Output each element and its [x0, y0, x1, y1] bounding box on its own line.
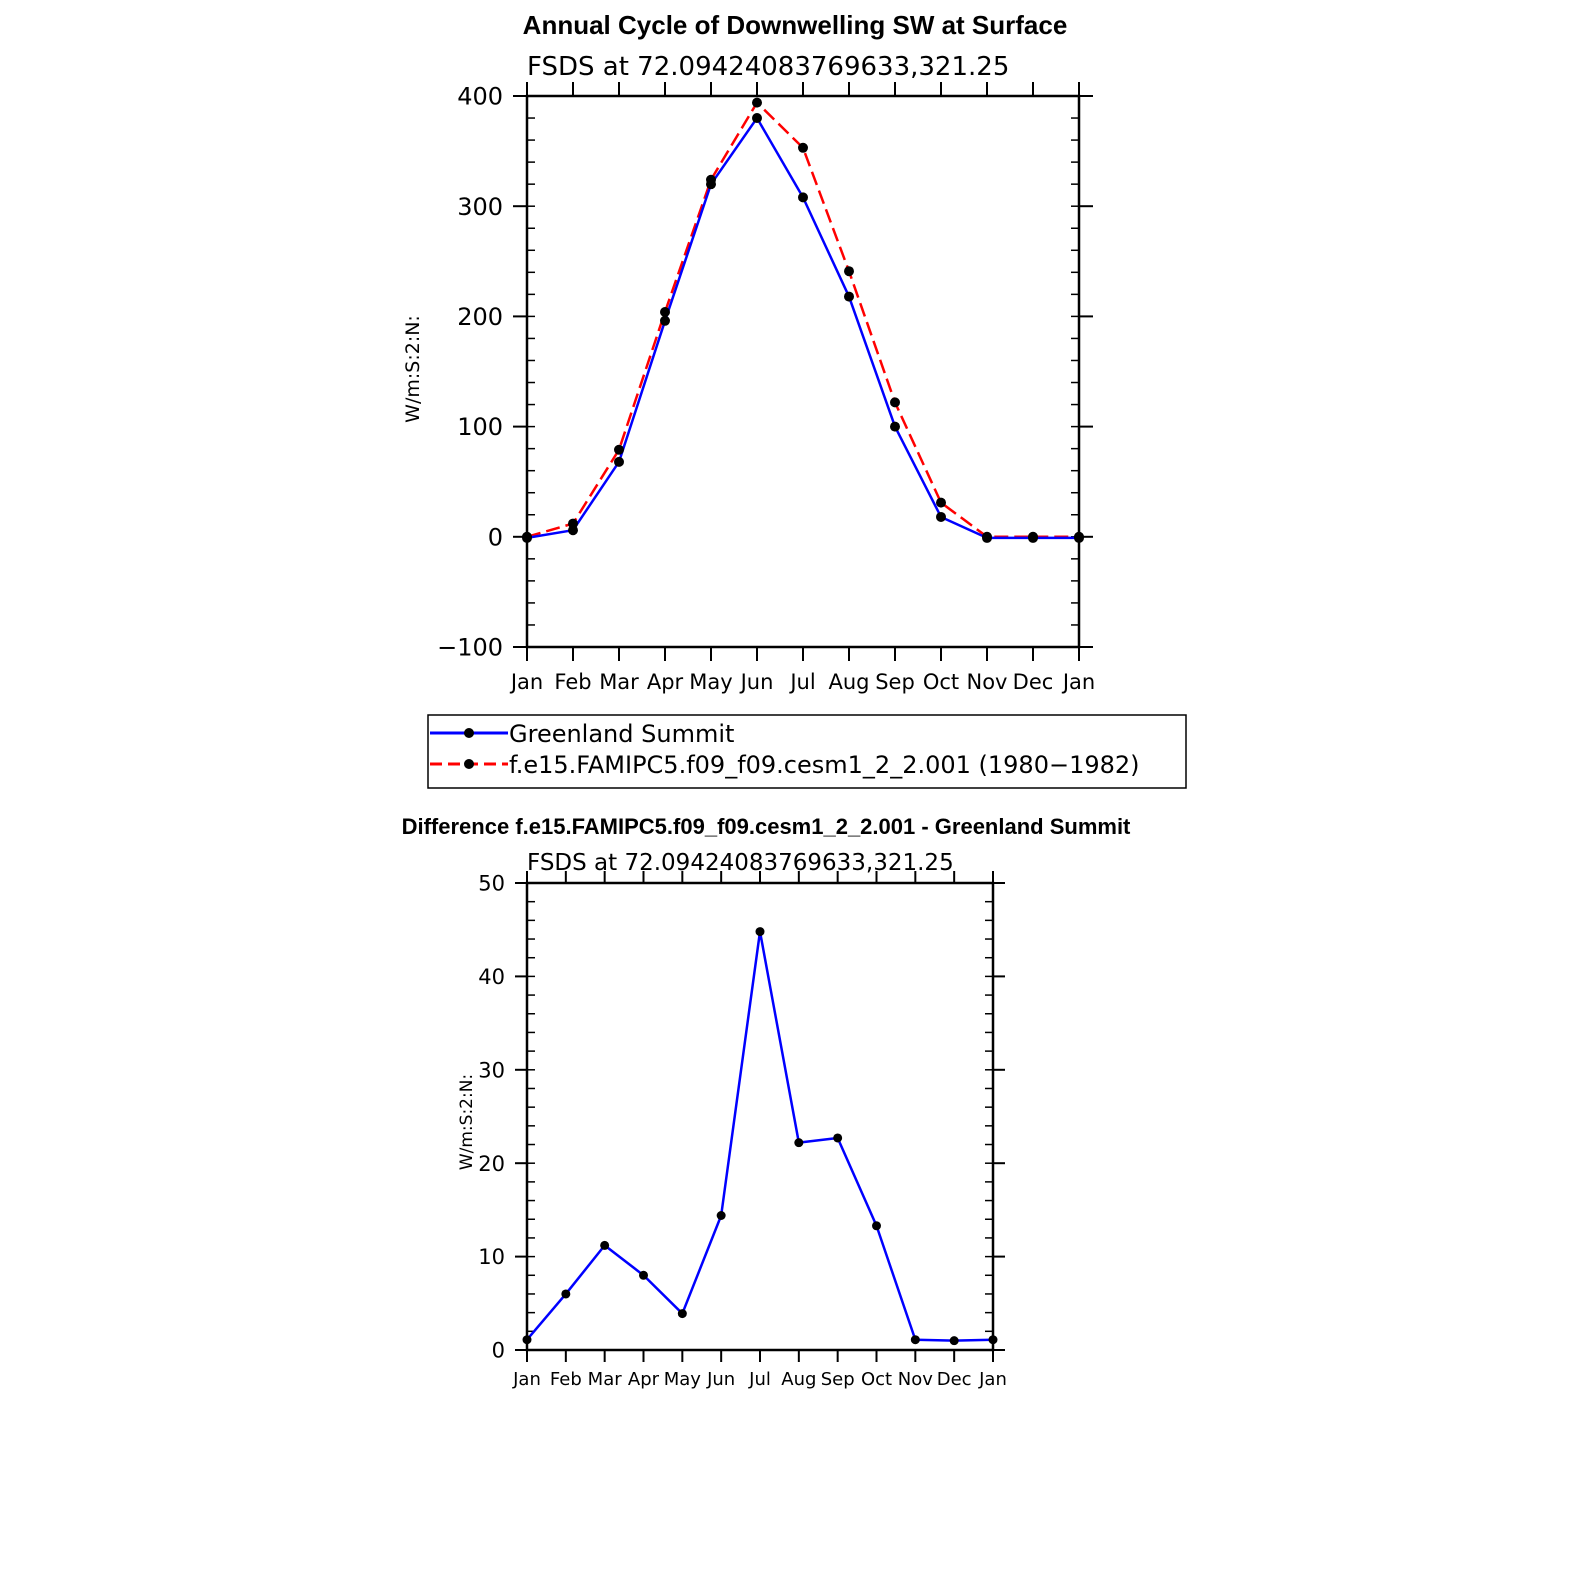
data-point	[522, 1335, 532, 1345]
data-point	[639, 1270, 648, 1280]
x-tick-label: Jun	[739, 670, 774, 694]
legend-marker	[464, 728, 474, 738]
legend: Greenland Summit f.e15.FAMIPC5.f09_f09.ce…	[427, 714, 1187, 789]
chart-subtitle: FSDS at 72.09424083769633,321.25	[527, 52, 1009, 82]
series-line	[526, 116, 1079, 540]
x-tick-label: Aug	[781, 1369, 816, 1390]
plot-area: Jan Feb Mar Apr May Jun Jul Aug Sep Oct Nov Dec Jan−…	[437, 82, 1095, 694]
data-point	[600, 1240, 610, 1250]
x-tick-label: Apr	[647, 670, 684, 694]
y-axis-label: W/m:S:2:N:	[402, 315, 424, 423]
plot-frame	[525, 881, 995, 1352]
y-tick-label: 50	[478, 872, 505, 896]
y-tick-label: 10	[478, 1245, 505, 1269]
series-line	[526, 930, 994, 1342]
data-point	[660, 306, 670, 317]
data-point	[752, 113, 762, 124]
plot-frame	[525, 94, 1081, 649]
legend-marker	[464, 759, 474, 769]
x-tick-label: Sep	[875, 670, 915, 694]
y-tick-label: 30	[478, 1058, 505, 1082]
x-tick-label: Jan	[978, 1369, 1007, 1390]
y-tick-label: 400	[457, 83, 503, 111]
data-point	[755, 927, 765, 937]
data-point	[936, 497, 946, 508]
x-tick-label: Aug	[828, 670, 869, 694]
x-tick-label: Oct	[861, 1369, 892, 1390]
data-point	[522, 531, 532, 542]
data-point	[561, 1289, 571, 1299]
data-point	[706, 174, 716, 185]
x-tick-label: Oct	[923, 670, 959, 694]
x-tick-label: May	[664, 1369, 702, 1390]
data-point	[614, 456, 624, 467]
y-tick-label: 40	[478, 965, 505, 989]
x-tick-label: Mar	[599, 670, 639, 694]
data-point	[844, 291, 854, 302]
data-point	[982, 531, 992, 542]
x-tick-label: Jan	[512, 1369, 541, 1390]
annual-cycle-chart: Annual Cycle of Downwelling SW at Surfac…	[402, 10, 1187, 789]
data-point	[660, 315, 670, 326]
data-point	[752, 97, 762, 108]
data-point	[1028, 531, 1038, 542]
data-point	[890, 421, 900, 432]
data-point	[910, 1335, 920, 1345]
data-point	[936, 511, 946, 522]
y-tick-label: −100	[437, 634, 503, 662]
x-tick-label: Dec	[937, 1369, 972, 1390]
series-line	[526, 101, 1079, 539]
chart-title: Annual Cycle of Downwelling SW at Surfac…	[523, 10, 1068, 40]
data-point	[872, 1221, 881, 1231]
data-point	[844, 266, 854, 277]
data-point	[798, 142, 808, 153]
data-point	[833, 1133, 843, 1143]
x-tick-label: Jul	[788, 670, 815, 694]
data-point	[1074, 531, 1084, 542]
legend-label: Greenland Summit	[509, 720, 734, 748]
x-tick-label: Feb	[554, 670, 591, 694]
y-tick-label: 20	[478, 1152, 505, 1176]
data-point	[677, 1309, 687, 1319]
x-tick-label: Feb	[550, 1369, 582, 1390]
data-point	[614, 444, 624, 455]
x-tick-label: Jan	[1061, 670, 1095, 694]
data-point	[716, 1211, 726, 1221]
x-tick-label: Sep	[821, 1369, 855, 1390]
data-point	[890, 397, 900, 408]
plot-area: Jan Feb Mar Apr May Jun Jul Aug Sep Oct Nov Dec Jan 0…	[478, 871, 1007, 1390]
data-point	[949, 1336, 959, 1346]
y-tick-label: 300	[457, 193, 503, 221]
x-tick-label: May	[689, 670, 732, 694]
chart-subtitle: FSDS at 72.09424083769633,321.25	[527, 850, 954, 876]
data-point	[988, 1335, 998, 1345]
y-tick-label: 0	[488, 523, 503, 551]
data-point	[568, 518, 578, 529]
x-tick-label: Jun	[706, 1369, 735, 1390]
x-tick-label: Nov	[967, 670, 1008, 694]
data-point	[794, 1138, 804, 1148]
y-tick-label: 200	[457, 303, 503, 331]
x-tick-label: Dec	[1013, 670, 1054, 694]
legend-label: f.e15.FAMIPC5.f09_f09.cesm1_2_2.001 (198…	[509, 751, 1140, 779]
legend-box	[427, 714, 1187, 789]
difference-chart: Difference f.e15.FAMIPC5.f09_f09.cesm1_2…	[402, 814, 1131, 1390]
data-point	[798, 192, 808, 203]
x-tick-label: Apr	[628, 1369, 660, 1390]
x-tick-label: Nov	[898, 1369, 933, 1390]
y-tick-label: 100	[457, 413, 503, 441]
chart-title: Difference f.e15.FAMIPC5.f09_f09.cesm1_2…	[402, 814, 1131, 839]
x-tick-label: Jul	[748, 1369, 771, 1390]
y-axis-label: W/m:S:2:N:	[457, 1074, 477, 1170]
x-tick-label: Mar	[588, 1369, 623, 1390]
y-tick-label: 0	[492, 1339, 505, 1363]
x-tick-label: Jan	[509, 670, 543, 694]
